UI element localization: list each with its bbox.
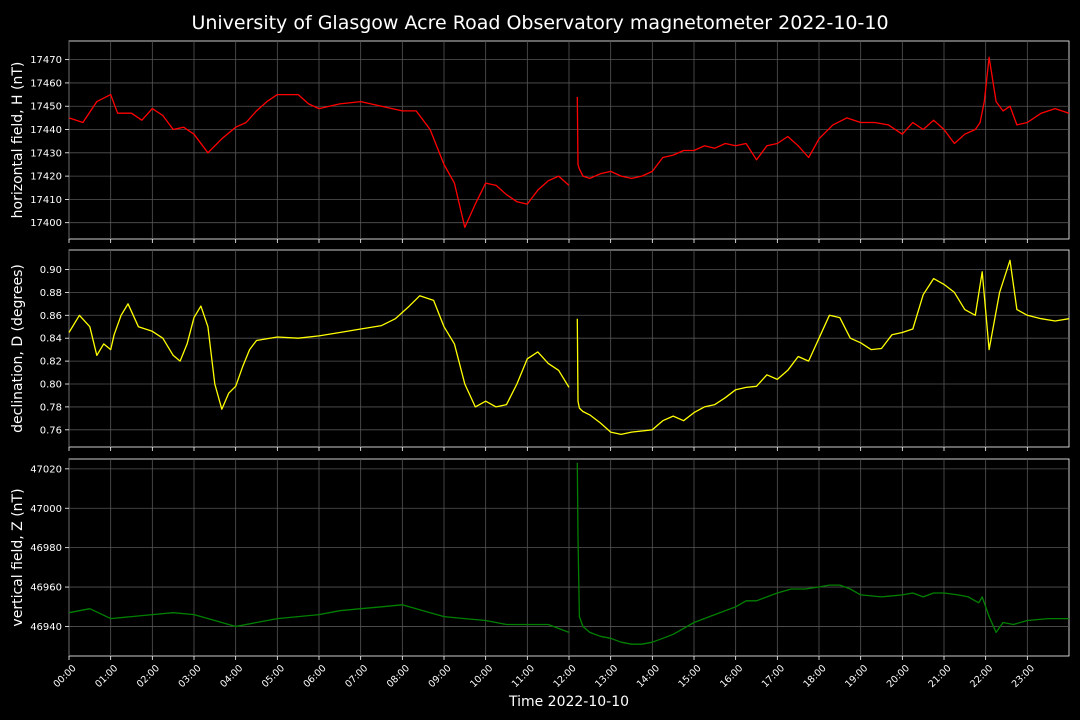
panel-2: 0.76 0.78 0.80 0.82 0.84 0.86 0.88 0.90 declinat… [10,249,1070,451]
y-tick-label: 17450 [30,102,62,113]
y-tick-label: 0.84 [40,334,62,345]
y-tick-label: 17420 [30,172,62,183]
y-tick-label: 0.86 [40,311,62,322]
y-tick-label: 46960 [30,583,62,594]
y-axis-label: declination, D (degrees) [10,264,26,433]
series-line-segment-2 [576,259,1070,436]
y-tick-label: 0.78 [40,402,62,413]
panels-group: 17400 17410 17420 17430 17440 17450 17460 17470… [10,40,1070,660]
y-tick-label: 17430 [30,148,62,159]
y-tick-label: 46940 [30,622,62,633]
chart-title: University of Glasgow Acre Road Observat… [191,12,888,34]
series-line-segment-1 [68,93,570,229]
x-axis-label: Time 2022-10-10 [508,694,629,710]
y-axis-label: vertical field, Z (nT) [10,488,26,626]
y-tick-label: 0.88 [40,288,62,299]
y-tick-label: 46980 [30,543,62,554]
y-tick-label: 17440 [30,125,62,136]
y-tick-label: 0.76 [40,425,62,436]
y-tick-label: 0.82 [40,357,62,368]
y-tick-label: 17400 [30,218,62,229]
series-line-segment-2 [576,462,1069,645]
series-line-segment-1 [68,604,570,634]
y-tick-label: 17460 [30,78,62,89]
y-axis-label: horizontal field, H (nT) [10,62,26,219]
y-tick-label: 17410 [30,195,62,206]
y-tick-label: 47000 [30,504,62,515]
y-tick-label: 0.90 [40,265,62,276]
panel-1: 17400 17410 17420 17430 17440 17450 17460 17470… [10,40,1070,243]
y-tick-label: 0.80 [40,380,62,391]
series-line-segment-1 [68,295,570,410]
panel-3: 46940 46960 46980 47000 47020 vertical field,… [10,458,1070,660]
y-tick-label: 47020 [30,464,62,475]
y-tick-label: 17470 [30,55,62,66]
series-line-segment-2 [576,56,1070,180]
